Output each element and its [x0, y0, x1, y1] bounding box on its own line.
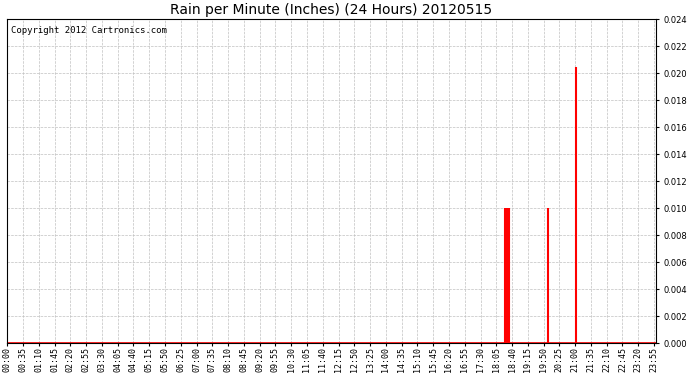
Title: Rain per Minute (Inches) (24 Hours) 20120515: Rain per Minute (Inches) (24 Hours) 2012…: [170, 3, 493, 17]
Text: Copyright 2012 Cartronics.com: Copyright 2012 Cartronics.com: [10, 26, 166, 35]
